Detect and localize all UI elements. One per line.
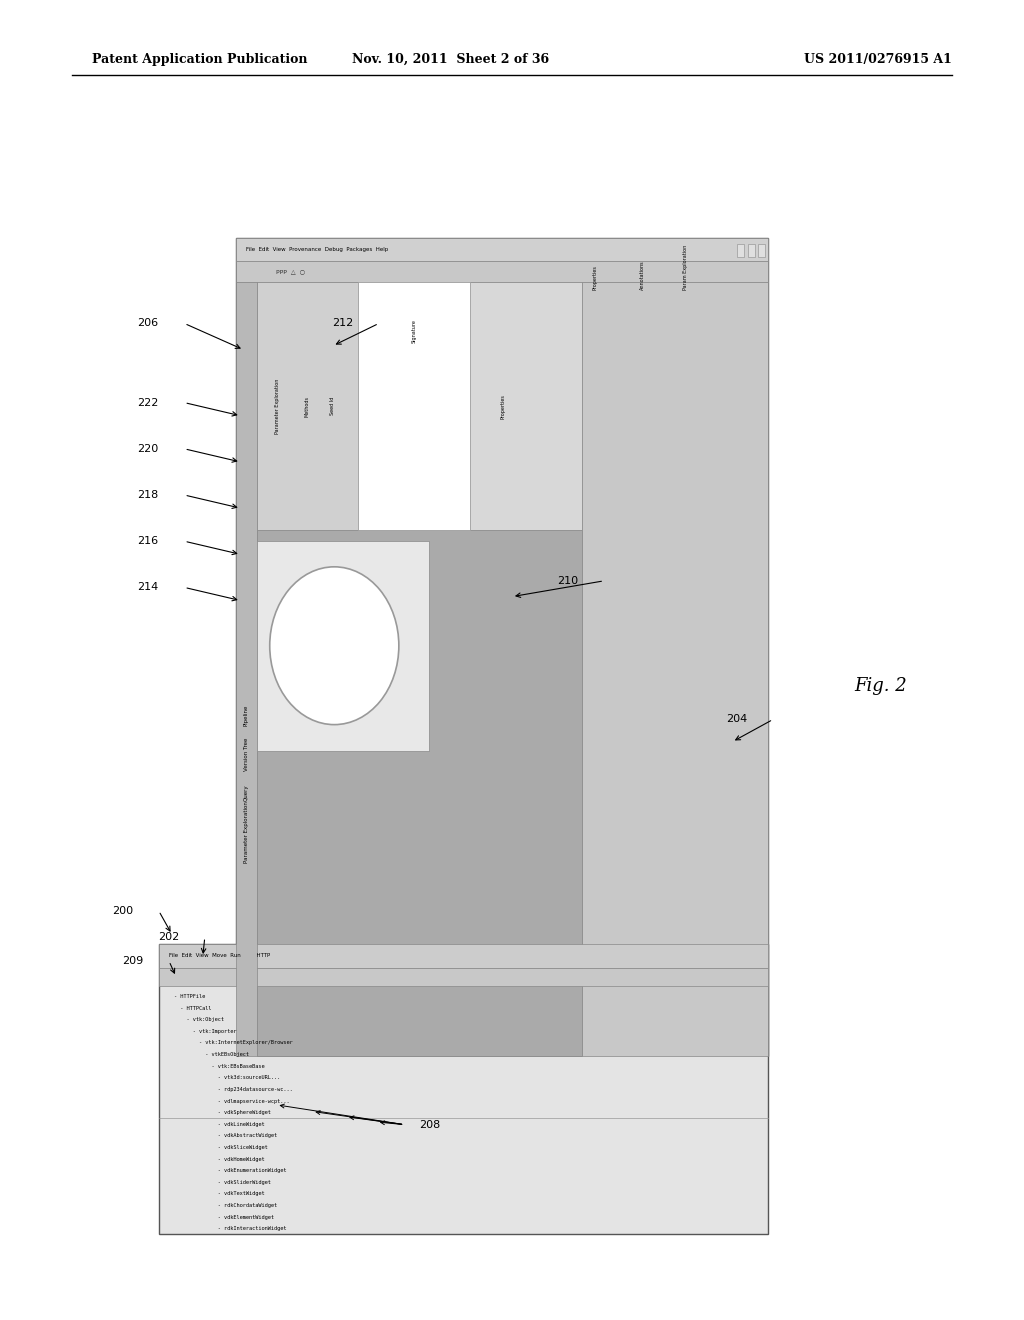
Text: Pipeline: Pipeline bbox=[244, 705, 249, 726]
Bar bbox=[470, 282, 582, 531]
Text: Parameter Exploration: Parameter Exploration bbox=[274, 379, 280, 434]
Text: Methods: Methods bbox=[305, 396, 310, 417]
Text: 208: 208 bbox=[420, 1119, 440, 1130]
Text: File  Edit  View  Move  Run         HTTP: File Edit View Move Run HTTP bbox=[169, 953, 270, 958]
Text: - HTTPCall: - HTTPCall bbox=[174, 1006, 212, 1011]
Text: Param Exploration: Param Exploration bbox=[683, 246, 688, 290]
Text: - vtk:InternetExplorer/Browser: - vtk:InternetExplorer/Browser bbox=[174, 1040, 293, 1045]
Bar bbox=[236, 282, 257, 1056]
Bar bbox=[257, 531, 582, 1056]
Text: 206: 206 bbox=[137, 318, 159, 329]
Text: 204: 204 bbox=[726, 714, 748, 725]
Text: Nov. 10, 2011  Sheet 2 of 36: Nov. 10, 2011 Sheet 2 of 36 bbox=[352, 53, 549, 66]
Ellipse shape bbox=[269, 566, 398, 725]
Text: - vtk:EBsBaseBase: - vtk:EBsBaseBase bbox=[174, 1064, 265, 1069]
Text: 216: 216 bbox=[137, 536, 159, 546]
Text: - vdkSliceWidget: - vdkSliceWidget bbox=[174, 1144, 268, 1150]
Bar bbox=[758, 244, 765, 257]
Text: - vdkTextWidget: - vdkTextWidget bbox=[174, 1192, 265, 1196]
Text: US 2011/0276915 A1: US 2011/0276915 A1 bbox=[805, 53, 952, 66]
Bar bbox=[748, 244, 755, 257]
Bar bbox=[236, 238, 768, 261]
Bar bbox=[358, 282, 470, 531]
Text: - rdkInteractionWidget: - rdkInteractionWidget bbox=[174, 1226, 287, 1232]
Text: Seed Id: Seed Id bbox=[330, 397, 335, 416]
Bar bbox=[582, 282, 768, 1056]
Bar bbox=[257, 540, 429, 751]
Text: - vdkLineWidget: - vdkLineWidget bbox=[174, 1122, 265, 1127]
Text: Patent Application Publication: Patent Application Publication bbox=[92, 53, 307, 66]
Text: File  Edit  View  Provenance  Debug  Packages  Help: File Edit View Provenance Debug Packages… bbox=[246, 247, 388, 252]
Bar bbox=[159, 944, 768, 1234]
Text: 209: 209 bbox=[122, 956, 143, 966]
Text: - vdkAbstractWidget: - vdkAbstractWidget bbox=[174, 1134, 278, 1138]
Text: - vdkElementWidget: - vdkElementWidget bbox=[174, 1214, 274, 1220]
Text: - rdkChordataWidget: - rdkChordataWidget bbox=[174, 1203, 278, 1208]
Text: 210: 210 bbox=[557, 576, 579, 586]
Bar bbox=[737, 244, 744, 257]
Text: 220: 220 bbox=[137, 444, 159, 454]
Text: Properties: Properties bbox=[501, 393, 506, 418]
Text: 222: 222 bbox=[137, 397, 159, 408]
Text: - vdkEnumerationWidget: - vdkEnumerationWidget bbox=[174, 1168, 287, 1173]
Text: - vdkHomeWidget: - vdkHomeWidget bbox=[174, 1156, 265, 1162]
Text: - vtkEBsObject: - vtkEBsObject bbox=[174, 1052, 249, 1057]
Text: PPP  △  ○: PPP △ ○ bbox=[276, 269, 305, 275]
Bar bbox=[159, 968, 768, 986]
Text: 214: 214 bbox=[137, 582, 159, 593]
Text: - vdkSphereWidget: - vdkSphereWidget bbox=[174, 1110, 271, 1115]
Text: Parameter Exploration: Parameter Exploration bbox=[244, 801, 249, 862]
Text: Signature: Signature bbox=[412, 319, 417, 343]
Text: Properties: Properties bbox=[592, 265, 597, 290]
Bar bbox=[159, 944, 768, 968]
Text: - rdp234datasource-wc...: - rdp234datasource-wc... bbox=[174, 1086, 293, 1092]
Bar bbox=[257, 282, 358, 531]
Bar bbox=[236, 261, 768, 282]
Text: 200: 200 bbox=[112, 906, 133, 916]
Text: Version Tree: Version Tree bbox=[244, 738, 249, 771]
Text: Annotations: Annotations bbox=[640, 261, 645, 290]
Text: 218: 218 bbox=[137, 490, 159, 500]
Text: - vtk:Importer: - vtk:Importer bbox=[174, 1028, 237, 1034]
Text: - vtk3d:sourceURL...: - vtk3d:sourceURL... bbox=[174, 1076, 281, 1080]
Text: Query: Query bbox=[244, 784, 249, 801]
Text: 202: 202 bbox=[158, 932, 179, 942]
Text: Fig. 2: Fig. 2 bbox=[854, 677, 907, 696]
Bar bbox=[236, 238, 768, 1056]
Text: - vdkSliderWidget: - vdkSliderWidget bbox=[174, 1180, 271, 1185]
Text: 212: 212 bbox=[332, 318, 353, 329]
Text: - vtk:Object: - vtk:Object bbox=[174, 1018, 224, 1022]
Text: - HTTPFile: - HTTPFile bbox=[174, 994, 206, 999]
Text: - vdlmapservice-wcpt...: - vdlmapservice-wcpt... bbox=[174, 1098, 290, 1104]
